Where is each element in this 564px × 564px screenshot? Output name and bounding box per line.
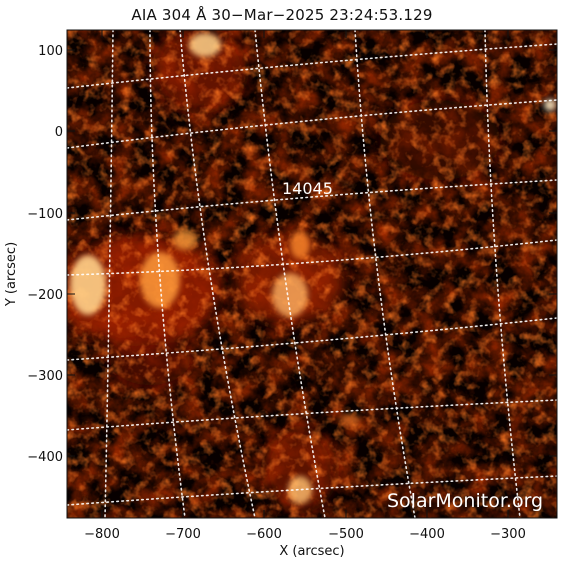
y-tick-label: −100 <box>27 207 63 222</box>
y-tick-label: 0 <box>55 125 63 140</box>
solar-emission-image: 14045 SolarMonitor.org <box>67 30 557 518</box>
x-tick-label: −800 <box>84 527 120 542</box>
y-axis-label: Y (arcsec) <box>4 242 19 307</box>
y-tick-label: −300 <box>27 369 63 384</box>
y-tick-label: −400 <box>27 450 63 465</box>
plot-frame <box>66 29 558 519</box>
page-title: AIA 304 Å 30−Mar−2025 23:24:53.129 <box>131 6 433 24</box>
y-axis <box>67 49 557 457</box>
x-tick-label: −600 <box>246 527 282 542</box>
x-tick-label: −500 <box>328 527 364 542</box>
x-tick-label: −400 <box>409 527 445 542</box>
x-tick-label: −700 <box>165 527 201 542</box>
active-region-label: 14045 <box>282 179 333 198</box>
watermark: SolarMonitor.org <box>387 490 543 512</box>
y-tick-labels: 100 0 −100 −200 −300 −400 <box>27 44 63 465</box>
heliographic-grid <box>67 30 557 518</box>
y-tick-label: −200 <box>27 288 63 303</box>
x-tick-labels: −800 −700 −600 −500 −400 −300 <box>84 527 526 542</box>
x-tick-label: −300 <box>490 527 526 542</box>
x-axis-label: X (arcsec) <box>279 544 344 559</box>
y-tick-label: 100 <box>38 44 63 59</box>
x-axis <box>101 30 509 518</box>
